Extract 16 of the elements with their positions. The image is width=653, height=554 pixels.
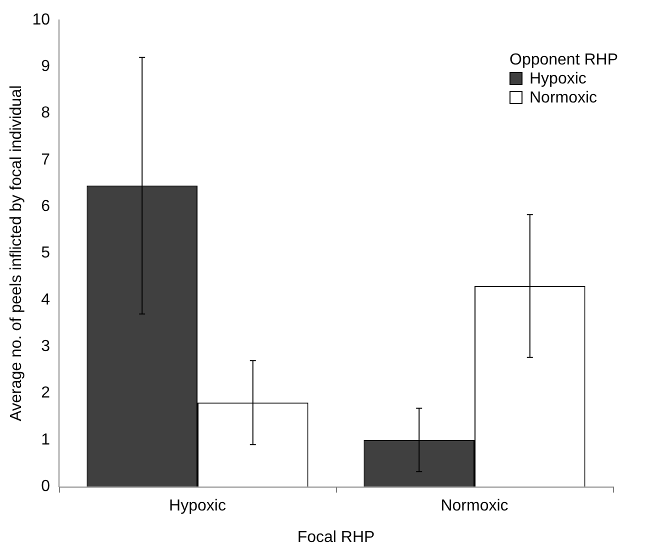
y-tick-label: 6	[41, 198, 50, 216]
y-tick-label: 8	[41, 104, 50, 122]
y-tick-label: 5	[41, 244, 50, 262]
y-axis-title: Average no. of peels inflicted by focal individual	[8, 85, 26, 422]
y-tick-label: 0	[41, 478, 50, 496]
legend-label: Hypoxic	[529, 70, 586, 88]
y-tick-label: 9	[41, 58, 50, 76]
y-tick-label: 10	[32, 11, 50, 28]
y-tick-label: 4	[41, 291, 50, 308]
y-tick-label: 2	[41, 384, 50, 402]
x-axis-title: Focal RHP	[297, 528, 375, 546]
y-tick-label: 3	[41, 338, 50, 356]
legend-title: Opponent RHP	[509, 51, 618, 68]
y-tick-label: 7	[41, 151, 50, 168]
legend-label: Normoxic	[529, 89, 598, 106]
y-tick-label: 1	[41, 431, 50, 448]
